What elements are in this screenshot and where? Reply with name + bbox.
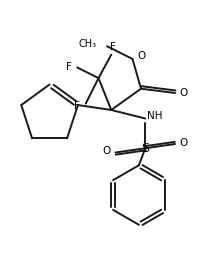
Text: NH: NH [147, 111, 163, 121]
Text: F: F [74, 101, 80, 111]
Text: O: O [179, 138, 188, 148]
Text: O: O [137, 51, 145, 61]
Text: S: S [141, 142, 149, 155]
Text: O: O [179, 88, 188, 98]
Text: O: O [103, 146, 111, 156]
Text: CH₃: CH₃ [78, 39, 96, 49]
Text: F: F [66, 62, 72, 72]
Text: F: F [110, 42, 116, 52]
